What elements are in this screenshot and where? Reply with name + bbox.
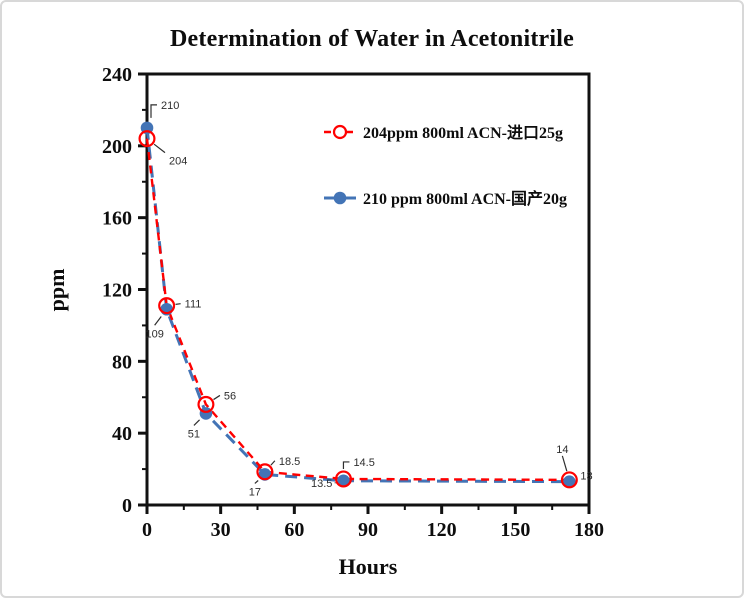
plot-area: 0 40 80 120 160 200 240 0 30 60 90 120 150 180 210 204 1… [102, 64, 604, 541]
leader-line [150, 104, 157, 118]
y-tick-label: 120 [102, 280, 132, 302]
data-point-red [138, 130, 156, 148]
y-tick-label: 80 [112, 351, 132, 373]
data-label: 14 [556, 444, 568, 456]
series-line-blue [145, 127, 570, 484]
data-label: 111 [185, 299, 202, 311]
legend-label: 204ppm 800ml ACN-进口25g [363, 124, 563, 142]
data-label: 13 [580, 471, 592, 483]
y-axis-title: ppm [44, 269, 69, 312]
legend-marker-red-icon [332, 124, 348, 140]
data-label: 210 [161, 100, 179, 112]
data-point-red [197, 395, 215, 413]
y-tick-label: 200 [102, 136, 132, 158]
leader-line [213, 394, 221, 401]
leader-line [154, 316, 162, 326]
y-tick-label: 160 [102, 208, 132, 230]
legend-marker-blue-icon [333, 191, 347, 205]
data-point-blue [337, 474, 350, 488]
x-tick-label: 180 [574, 519, 604, 541]
x-tick-label: 60 [284, 519, 304, 541]
data-label: 56 [224, 390, 236, 402]
data-point-red [334, 470, 352, 488]
leader-line [342, 461, 350, 469]
leader-line [175, 303, 181, 305]
x-tick-label: 150 [500, 519, 530, 541]
chart-title: Determination of Water in Acetonitrile [170, 26, 574, 52]
leader-line [153, 143, 166, 154]
data-label: 13.5 [311, 478, 332, 490]
data-label: 204 [169, 156, 187, 168]
x-tick-label: 0 [142, 519, 152, 541]
data-label: 17 [249, 486, 261, 498]
data-point-red [560, 471, 578, 489]
leader-line [254, 480, 259, 484]
leader-line [561, 455, 568, 472]
data-point-red [256, 463, 274, 481]
x-tick-label: 90 [358, 519, 378, 541]
series-line-red [145, 138, 570, 482]
data-label: 51 [188, 428, 200, 440]
leader-line [193, 419, 200, 426]
data-label: 18.5 [279, 456, 300, 468]
y-tick-label: 40 [112, 423, 132, 445]
x-tick-label: 30 [211, 519, 231, 541]
x-axis-title: Hours [339, 554, 398, 579]
y-tick-label: 0 [122, 495, 132, 517]
legend-label: 210 ppm 800ml ACN-国产20g [363, 189, 567, 208]
data-point-red [158, 297, 176, 315]
x-tick-label: 120 [427, 519, 457, 541]
data-label: 14.5 [353, 457, 374, 469]
y-tick-label: 240 [102, 64, 132, 86]
leader-line [270, 460, 276, 466]
data-point-blue [563, 475, 576, 488]
data-label: 109 [145, 328, 163, 340]
